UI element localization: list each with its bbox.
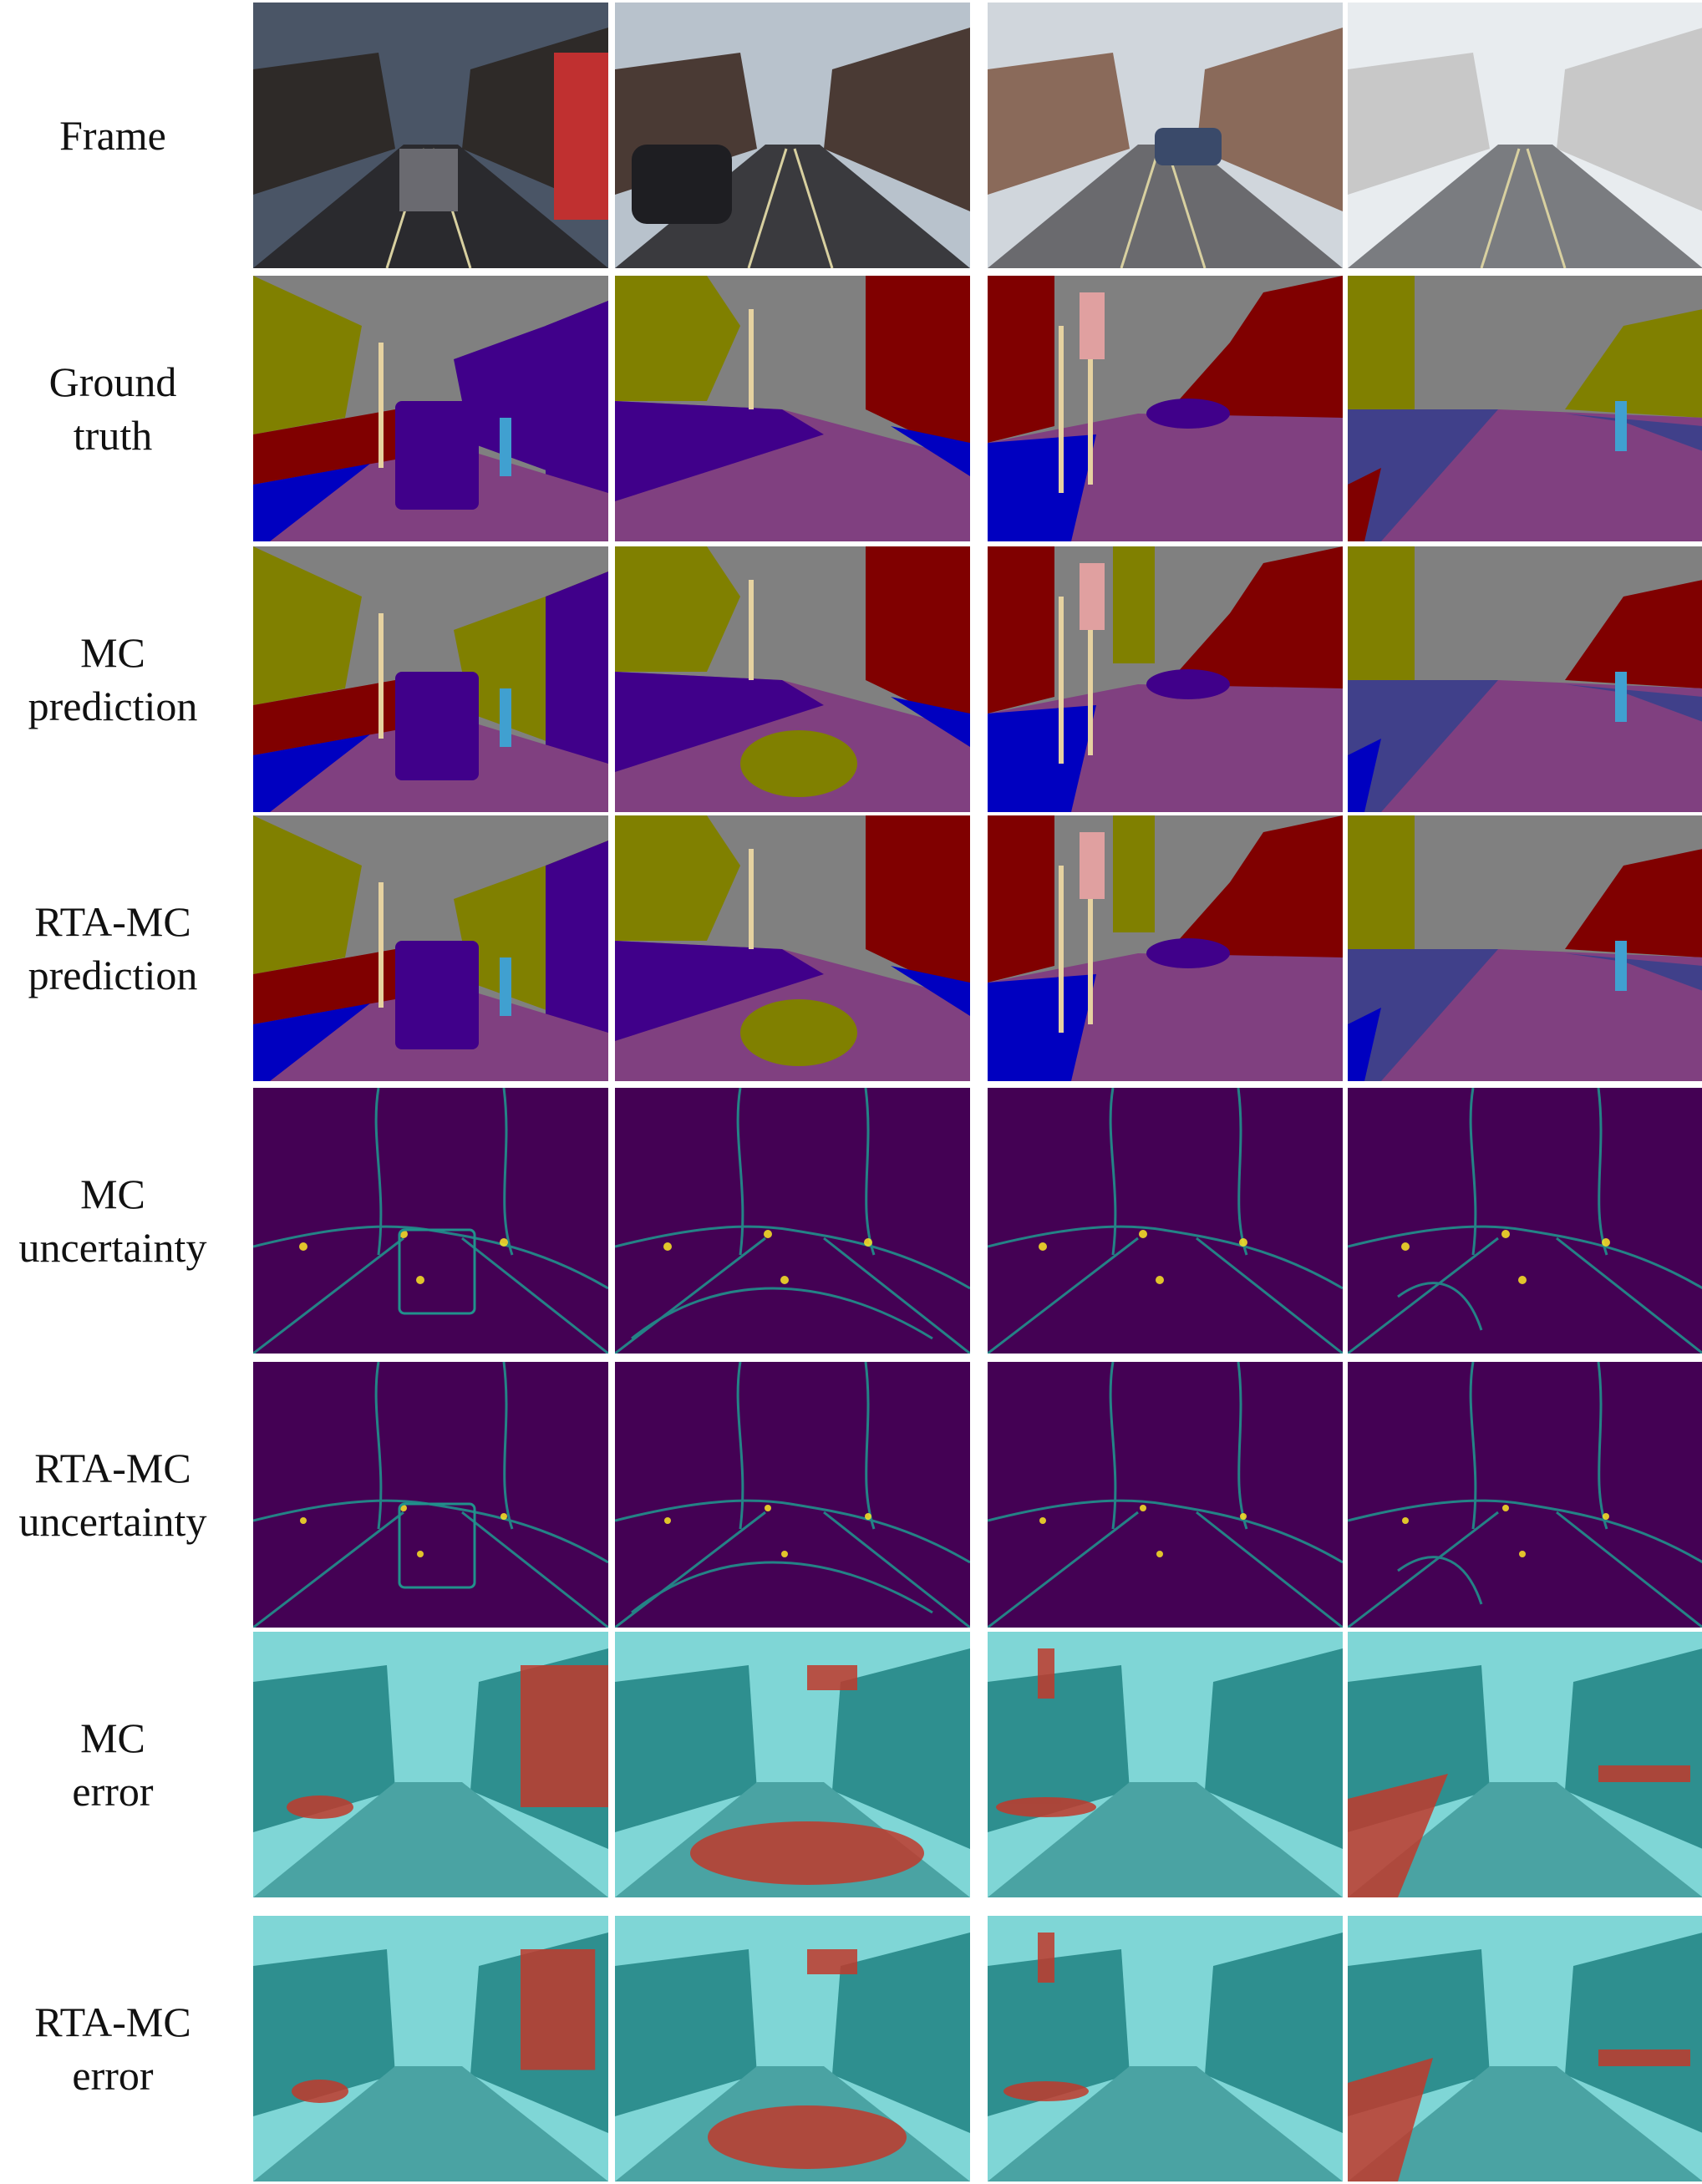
frame-image [615, 3, 970, 268]
segmentation-image [253, 546, 608, 812]
error-tile [615, 1632, 970, 1897]
uncertainty-tile [615, 1088, 970, 1354]
error-tile [988, 1632, 1343, 1897]
row-label: MC prediction [28, 629, 198, 729]
error-tile [988, 1916, 1343, 2181]
segmentation-image [253, 276, 608, 541]
segmentation-image [615, 276, 970, 541]
segmentation-tile [1348, 815, 1702, 1081]
row-label: RTA-MC prediction [28, 898, 198, 998]
error-tile [253, 1916, 608, 2181]
segmentation-image [253, 815, 608, 1081]
uncertainty-image [988, 1362, 1343, 1628]
uncertainty-image [988, 1088, 1343, 1354]
error-image [988, 1916, 1343, 2181]
segmentation-image [988, 815, 1343, 1081]
frame-tile [615, 3, 970, 268]
segmentation-image [988, 276, 1343, 541]
uncertainty-tile [253, 1088, 608, 1354]
segmentation-tile [615, 815, 970, 1081]
segmentation-image [615, 815, 970, 1081]
segmentation-tile [615, 546, 970, 812]
row-label: MC uncertainty [18, 1171, 207, 1271]
error-image [1348, 1632, 1702, 1897]
segmentation-image [988, 546, 1343, 812]
frame-tile [1348, 3, 1702, 268]
segmentation-tile [253, 276, 608, 541]
segmentation-tile [988, 546, 1343, 812]
segmentation-image [1348, 546, 1702, 812]
segmentation-image [615, 546, 970, 812]
uncertainty-image [615, 1362, 970, 1628]
frame-image [988, 3, 1343, 268]
frame-tile [253, 3, 608, 268]
uncertainty-image [1348, 1362, 1702, 1628]
uncertainty-tile [1348, 1362, 1702, 1628]
error-tile [253, 1632, 608, 1897]
segmentation-tile [988, 276, 1343, 541]
segmentation-tile [988, 815, 1343, 1081]
frame-image [1348, 3, 1702, 268]
frame-tile [988, 3, 1343, 268]
row-label: RTA-MC uncertainty [18, 1445, 207, 1545]
segmentation-tile [253, 546, 608, 812]
error-image [988, 1632, 1343, 1897]
error-image [1348, 1916, 1702, 2181]
frame-image [253, 3, 608, 268]
uncertainty-image [253, 1362, 608, 1628]
row-label: Frame [59, 112, 166, 159]
row-label: RTA-MC error [34, 1999, 191, 2099]
row-label: MC error [72, 1714, 154, 1815]
error-image [615, 1916, 970, 2181]
error-image [253, 1916, 608, 2181]
uncertainty-image [615, 1088, 970, 1354]
error-tile [1348, 1632, 1702, 1897]
segmentation-tile [1348, 276, 1702, 541]
segmentation-tile [1348, 546, 1702, 812]
uncertainty-image [253, 1088, 608, 1354]
segmentation-image [1348, 815, 1702, 1081]
uncertainty-tile [1348, 1088, 1702, 1354]
uncertainty-image [1348, 1088, 1702, 1354]
segmentation-tile [253, 815, 608, 1081]
uncertainty-tile [615, 1362, 970, 1628]
segmentation-tile [615, 276, 970, 541]
error-tile [615, 1916, 970, 2181]
uncertainty-tile [253, 1362, 608, 1628]
error-tile [1348, 1916, 1702, 2181]
row-label: Ground truth [48, 358, 177, 459]
segmentation-image [1348, 276, 1702, 541]
uncertainty-tile [988, 1362, 1343, 1628]
error-image [253, 1632, 608, 1897]
uncertainty-tile [988, 1088, 1343, 1354]
error-image [615, 1632, 970, 1897]
